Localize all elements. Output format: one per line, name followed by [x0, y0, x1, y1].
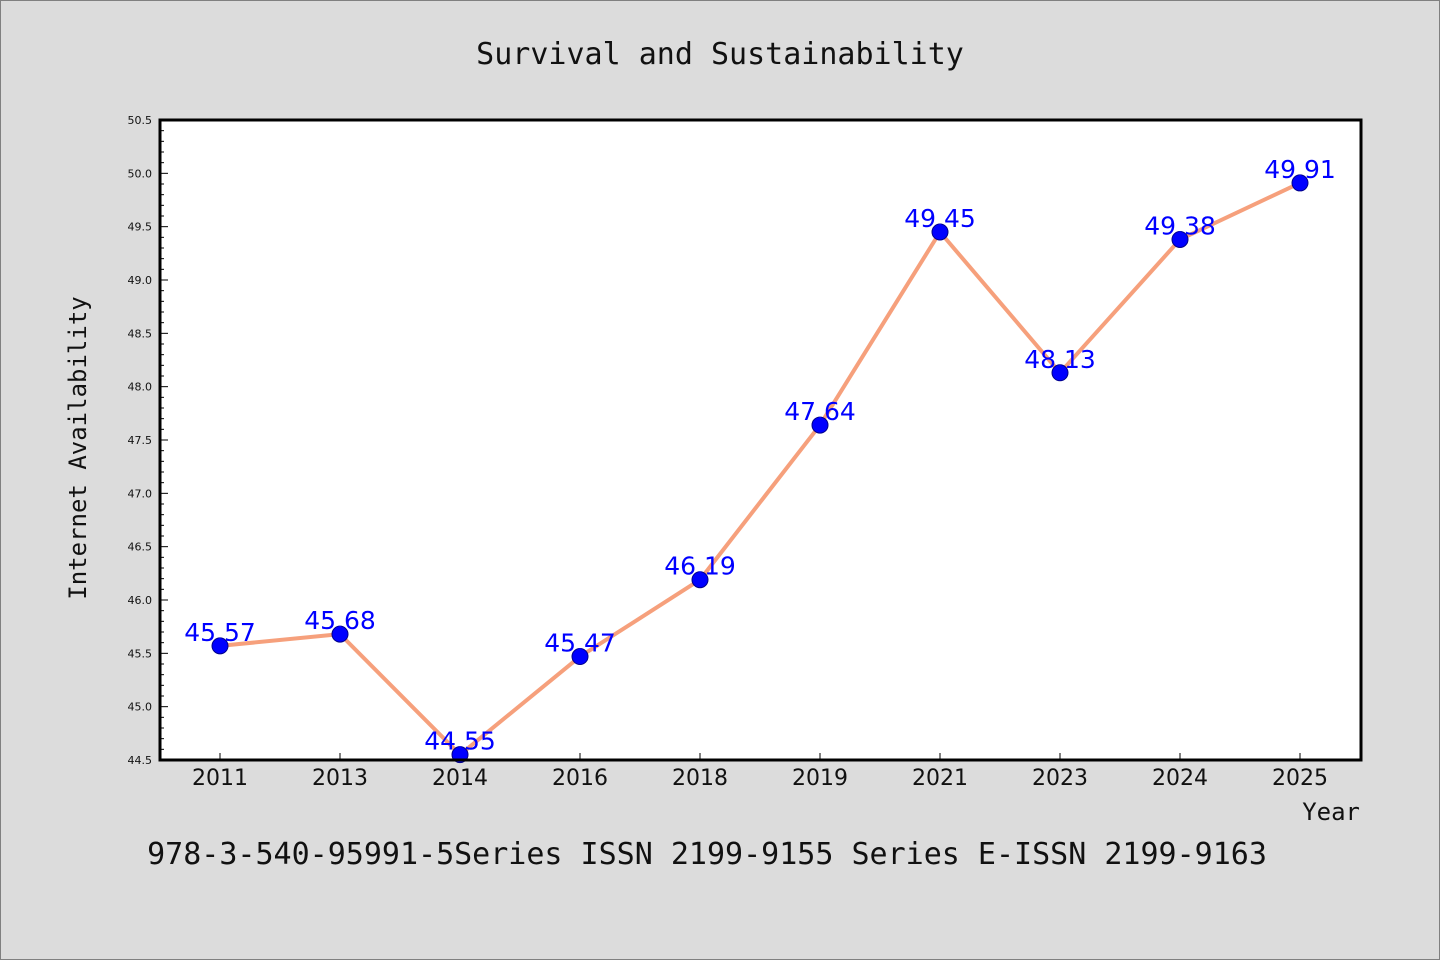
chart-title: Survival and Sustainability — [476, 37, 964, 72]
data-label: 49.45 — [904, 204, 976, 233]
y-tick-label: 49.5 — [128, 221, 153, 234]
data-point-marker — [811, 416, 829, 434]
y-tick-label: 45.5 — [128, 647, 153, 660]
x-tick-label: 2024 — [1152, 766, 1208, 791]
data-point-marker — [931, 223, 949, 241]
x-tick-label: 2014 — [432, 766, 488, 791]
y-tick-label: 50.0 — [128, 167, 153, 180]
data-label: 45.47 — [544, 629, 616, 658]
x-tick-label: 2011 — [192, 766, 248, 791]
data-point-marker — [331, 625, 349, 643]
y-tick-label: 47.0 — [128, 487, 153, 500]
footer-text: 978-3-540-95991-5Series ISSN 2199-9155 S… — [147, 837, 1267, 872]
data-label: 45.57 — [184, 618, 256, 647]
y-tick-labels: 44.5 45.0 45.5 46.0 46.5 47.0 47.5 48.0 48.5 49.0… — [128, 114, 153, 767]
x-tick-label: 2023 — [1032, 766, 1088, 791]
y-tick-label: 46.5 — [128, 541, 153, 554]
series-line — [218, 180, 1302, 757]
plot-frame — [158, 118, 1363, 762]
data-label: 49.38 — [1144, 211, 1216, 240]
x-tick-label: 2025 — [1272, 766, 1328, 791]
y-tick-label: 46.0 — [128, 594, 153, 607]
x-tick-label: 2013 — [312, 766, 368, 791]
data-label: 45.68 — [304, 606, 376, 635]
y-tick-label: 44.5 — [128, 754, 153, 767]
y-tick-label: 45.0 — [128, 701, 153, 714]
x-tick-label: 2016 — [552, 766, 608, 791]
data-labels: 45.57 45.68 44.55 45.47 46.19 47.64 49.45 48.13… — [184, 155, 1336, 756]
x-tick-label: 2021 — [912, 766, 968, 791]
y-tick-label: 47.5 — [128, 434, 153, 447]
y-axis-label: Internet Availability — [64, 296, 92, 599]
data-point-marker — [691, 571, 709, 589]
data-point-marker — [571, 648, 589, 666]
data-point-marker — [1171, 230, 1189, 248]
data-label: 49.91 — [1264, 155, 1336, 184]
y-tick-label: 48.5 — [128, 327, 153, 340]
x-tick-labels: 2011 2013 2014 2016 2018 2019 2021 2023 2024 2025 — [192, 766, 1328, 791]
data-label: 44.55 — [424, 727, 496, 756]
y-tick-label: 50.5 — [128, 114, 153, 127]
data-point-marker — [211, 637, 229, 655]
data-label: 47.64 — [784, 397, 856, 426]
x-tick-label: 2019 — [792, 766, 848, 791]
data-label: 46.19 — [664, 552, 736, 581]
x-axis-label: Year — [1302, 798, 1360, 826]
data-point-marker — [1291, 174, 1309, 192]
x-tick-label: 2018 — [672, 766, 728, 791]
data-label: 48.13 — [1024, 345, 1096, 374]
data-point-marker — [1051, 364, 1069, 382]
y-tick-label: 49.0 — [128, 274, 153, 287]
y-tick-label: 48.0 — [128, 381, 153, 394]
